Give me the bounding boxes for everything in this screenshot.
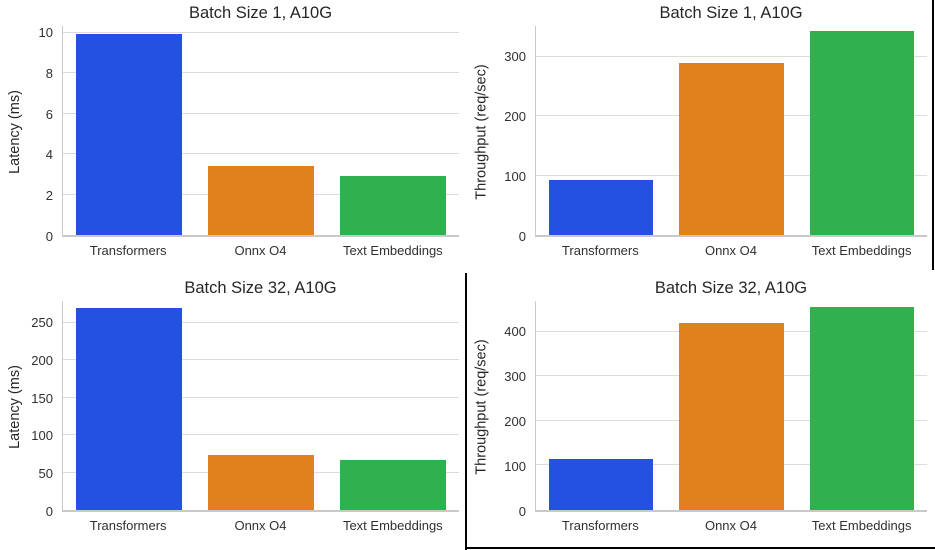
x-tick-label: Text Embeddings xyxy=(342,243,443,258)
plot-area xyxy=(62,301,459,512)
y-tick-label: 2 xyxy=(45,188,53,204)
bar-text-embeddings xyxy=(809,307,914,510)
bar-onnx-o4 xyxy=(679,323,784,510)
x-tick-label: Transformers xyxy=(89,243,167,258)
bar-text-embeddings xyxy=(809,31,914,235)
y-tick-label: 200 xyxy=(31,352,53,368)
x-tick-label: Transformers xyxy=(561,518,639,533)
plot-area xyxy=(62,26,459,237)
y-tick-label: 100 xyxy=(31,428,53,444)
x-tick-label: Text Embeddings xyxy=(811,518,912,533)
y-tick-label: 150 xyxy=(31,390,53,406)
y-tick-label: 0 xyxy=(518,504,526,519)
x-tick-label: Onnx O4 xyxy=(704,243,757,258)
gridline xyxy=(536,55,927,57)
y-tick-label: 250 xyxy=(31,314,53,330)
y-tick-label: 10 xyxy=(38,25,53,41)
chart-batch-32-throughput: Batch Size 32, A10G Throughput (req/sec)… xyxy=(467,275,935,550)
chart-batch-32-latency: Batch Size 32, A10G Latency (ms) 0 50 100 1… xyxy=(0,275,467,550)
bar-transformers xyxy=(76,307,182,510)
x-tick-label: Text Embeddings xyxy=(811,243,912,258)
x-tick-label: Transformers xyxy=(561,243,639,258)
separator-line xyxy=(932,0,934,270)
plot-area xyxy=(535,26,927,237)
bar-transformers xyxy=(76,34,182,235)
plot-area xyxy=(535,301,927,512)
bar-onnx-o4 xyxy=(208,166,314,235)
x-tick-label: Onnx O4 xyxy=(704,518,757,533)
y-tick-label: 400 xyxy=(504,324,526,340)
gridline xyxy=(63,153,459,155)
bar-onnx-o4 xyxy=(679,63,784,235)
y-tick-label: 100 xyxy=(504,169,526,185)
y-tick-label: 4 xyxy=(45,147,53,163)
chart-title: Batch Size 1, A10G xyxy=(188,4,333,22)
y-tick-label: 0 xyxy=(518,229,526,244)
y-tick-label: 6 xyxy=(45,106,53,122)
gridline xyxy=(63,112,459,114)
x-tick-label: Text Embeddings xyxy=(342,518,443,533)
y-tick-label: 200 xyxy=(504,414,526,430)
gridline xyxy=(63,32,459,34)
y-tick-label: 300 xyxy=(504,369,526,385)
x-tick-label: Onnx O4 xyxy=(234,518,287,533)
bar-text-embeddings xyxy=(340,459,446,510)
gridline xyxy=(63,396,459,398)
y-tick-label: 50 xyxy=(38,466,53,482)
separator-line xyxy=(465,273,467,550)
chart-title: Batch Size 32, A10G xyxy=(184,279,337,297)
gridline xyxy=(63,359,459,361)
x-tick-label: Onnx O4 xyxy=(234,243,287,258)
chart-title: Batch Size 1, A10G xyxy=(659,4,803,22)
chart-batch-1-throughput: Batch Size 1, A10G Throughput (req/sec) … xyxy=(467,0,935,275)
gridline xyxy=(63,321,459,323)
chart-batch-1-latency: Batch Size 1, A10G Latency (ms) 0 2 4 6 8 10 T… xyxy=(0,0,467,275)
bar-text-embeddings xyxy=(340,176,446,235)
y-axis-label-box: Latency (ms) xyxy=(2,26,28,237)
y-tick-label: 0 xyxy=(45,229,53,244)
y-tick-label: 200 xyxy=(504,109,526,125)
bar-onnx-o4 xyxy=(208,454,314,510)
bar-transformers xyxy=(549,179,654,235)
bar-transformers xyxy=(549,458,654,510)
y-tick-label: 0 xyxy=(45,504,53,519)
y-tick-label: 300 xyxy=(504,49,526,65)
chart-title: Batch Size 32, A10G xyxy=(654,279,808,297)
gridline xyxy=(63,72,459,74)
y-tick-label: 100 xyxy=(504,459,526,474)
y-tick-label: 8 xyxy=(45,65,53,81)
gridline xyxy=(63,434,459,436)
y-axis-label: Throughput (req/sec) xyxy=(474,338,490,475)
separator-line xyxy=(466,547,935,549)
x-tick-label: Transformers xyxy=(89,518,167,533)
